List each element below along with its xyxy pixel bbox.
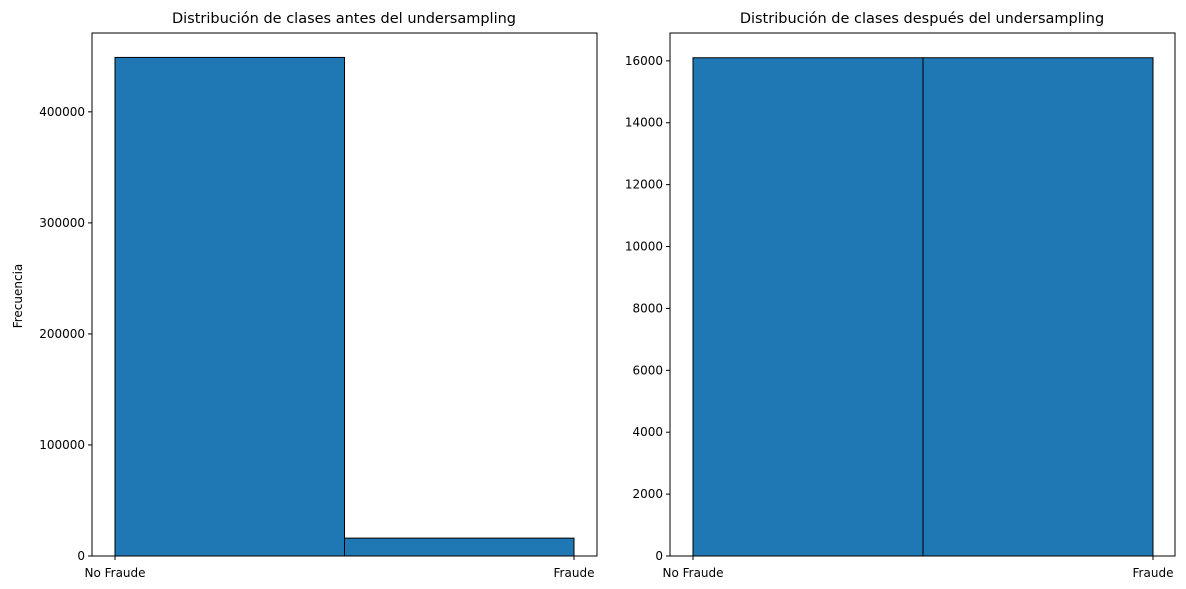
y-tick-label: 300000: [39, 216, 85, 230]
y-tick-label: 0: [655, 549, 663, 563]
y-tick-label: 100000: [39, 438, 85, 452]
y-tick-label: 16000: [625, 54, 663, 68]
bar-fraude: [344, 537, 575, 557]
plot-area: 0 100000 200000 300000 400000 No Fraude Fraude: [39, 32, 598, 580]
y-tick-label: 6000: [632, 363, 663, 377]
y-tick-label: 12000: [625, 178, 663, 192]
y-tick-label: 200000: [39, 327, 85, 341]
x-tick-label: Fraude: [1133, 566, 1174, 580]
chart-title: Distribución de clases después del under…: [740, 11, 1104, 27]
y-tick-label: 8000: [632, 301, 663, 315]
x-tick-label: No Fraude: [84, 566, 145, 580]
y-tick-label: 10000: [625, 240, 663, 254]
axes-frame: [669, 32, 1176, 557]
bar-no-fraude: [114, 56, 345, 557]
axes-frame: [91, 32, 598, 557]
x-tick-label: Fraude: [554, 566, 595, 580]
chart-title: Distribución de clases antes del undersa…: [172, 11, 516, 27]
chart-after-undersampling: Distribución de clases después del under…: [625, 11, 1176, 580]
chart-before-undersampling: Distribución de clases antes del undersa…: [11, 11, 598, 580]
y-tick-label: 2000: [632, 487, 663, 501]
y-tick-label: 0: [77, 549, 85, 563]
y-tick-label: 4000: [632, 425, 663, 439]
y-axis-label: Frecuencia: [11, 264, 25, 329]
plot-area: 0 2000 4000 6000 8000 10000 12000 14000 16000 No …: [625, 32, 1176, 580]
bar-no-fraude: [692, 57, 924, 557]
y-tick-label: 14000: [625, 116, 663, 130]
x-tick-label: No Fraude: [662, 566, 723, 580]
y-tick-label: 400000: [39, 105, 85, 119]
bar-fraude: [922, 57, 1154, 557]
